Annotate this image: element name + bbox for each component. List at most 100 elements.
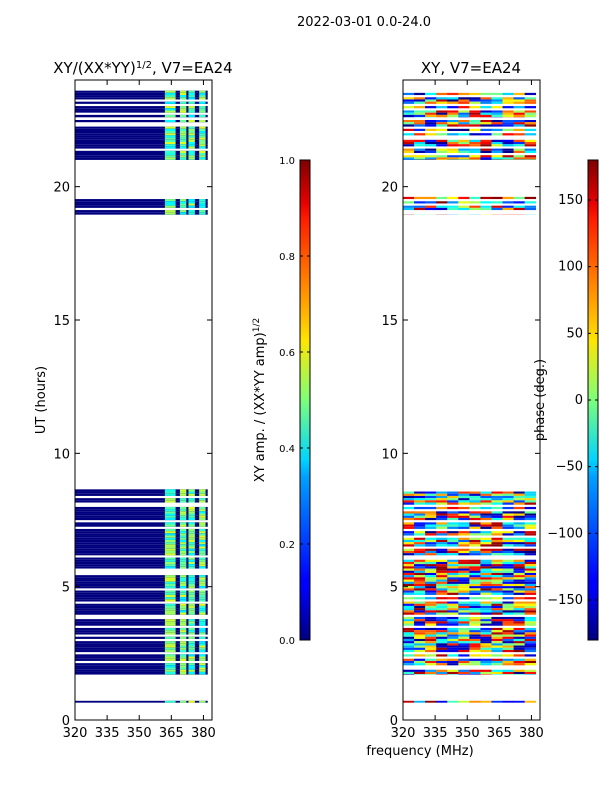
heatmap-cell xyxy=(188,210,195,213)
heatmap-cell xyxy=(425,110,437,113)
heatmap-row xyxy=(75,546,208,549)
axes-frame xyxy=(402,79,541,721)
heatmap-cell xyxy=(480,592,492,595)
heatmap-cell xyxy=(524,608,537,611)
heatmap-cell xyxy=(414,658,426,661)
data-band xyxy=(403,491,537,675)
heatmap-cell xyxy=(164,557,176,560)
heatmap-cell xyxy=(188,144,195,147)
heatmap-cell xyxy=(179,627,187,631)
heatmap-cell xyxy=(480,632,492,635)
heatmap-row xyxy=(75,144,208,147)
heatmap-cell xyxy=(403,700,415,703)
heatmap-row xyxy=(75,608,208,611)
heatmap-cell xyxy=(199,649,206,653)
heatmap-cell xyxy=(469,590,481,593)
heatmap-cell xyxy=(502,658,514,661)
heatmap-cell xyxy=(425,577,437,580)
heatmap-cell xyxy=(199,212,206,215)
heatmap-cell xyxy=(414,634,426,637)
heatmap-cell xyxy=(436,106,448,109)
heatmap-cell xyxy=(425,537,437,540)
heatmap-cell xyxy=(403,150,415,153)
heatmap-cell xyxy=(447,592,459,595)
heatmap-cell xyxy=(480,586,492,589)
heatmap-cell xyxy=(480,498,492,501)
heatmap-cell xyxy=(436,207,448,211)
y-tick-label: 20 xyxy=(381,181,398,196)
heatmap-cell xyxy=(524,133,537,136)
heatmap-cell xyxy=(513,128,525,131)
heatmap-cell xyxy=(403,559,415,562)
heatmap-cell xyxy=(164,203,176,206)
heatmap-cell xyxy=(458,566,470,569)
heatmap-cell xyxy=(403,663,415,666)
heatmap-cell xyxy=(469,612,481,615)
heatmap-cell xyxy=(447,157,459,160)
heatmap-cell xyxy=(414,97,426,100)
heatmap-cell xyxy=(491,566,503,569)
heatmap-cell xyxy=(414,564,426,567)
heatmap-cell xyxy=(199,667,206,670)
heatmap-cell xyxy=(425,597,437,600)
heatmap-cell xyxy=(414,561,426,565)
heatmap-cell xyxy=(188,557,195,560)
heatmap-cell xyxy=(524,616,537,620)
heatmap-cell xyxy=(447,542,459,545)
heatmap-cell xyxy=(199,131,206,134)
heatmap-cell xyxy=(199,533,206,536)
heatmap-cell xyxy=(458,114,470,118)
heatmap-cell xyxy=(513,564,525,567)
heatmap-cell xyxy=(164,583,176,587)
heatmap-cell xyxy=(425,533,437,536)
heatmap-cell xyxy=(436,636,448,639)
heatmap-cell xyxy=(491,524,503,527)
heatmap-cell xyxy=(164,643,176,646)
heatmap-cell xyxy=(513,663,525,666)
heatmap-cell xyxy=(469,583,481,587)
colorbar-tick-label: 0.4 xyxy=(279,444,295,455)
heatmap-row xyxy=(75,619,208,622)
heatmap-cell xyxy=(524,139,537,142)
heatmap-cell xyxy=(188,597,195,600)
amplitude-colorbar: XY amp. / (XX*YY amp)1/2 0.00.20.40.60.8… xyxy=(252,156,311,647)
heatmap-cell xyxy=(164,542,176,545)
heatmap-cell xyxy=(458,491,470,494)
heatmap-row xyxy=(75,643,208,646)
heatmap-cell xyxy=(513,120,525,123)
data-band xyxy=(75,120,208,160)
heatmap-cell xyxy=(188,108,195,111)
heatmap-cell xyxy=(502,586,514,589)
heatmap-cell xyxy=(480,106,492,109)
heatmap-cell xyxy=(188,610,195,613)
heatmap-cell xyxy=(491,643,503,646)
heatmap-cell xyxy=(164,137,176,140)
y-tick-label: 15 xyxy=(381,314,398,329)
heatmap-cell xyxy=(436,142,448,145)
heatmap-cell xyxy=(524,524,537,527)
heatmap-cell xyxy=(447,539,459,543)
heatmap-cell xyxy=(502,553,514,556)
colorbar-tick-label: −100 xyxy=(547,526,583,541)
heatmap-cell xyxy=(458,110,470,113)
heatmap-cell xyxy=(436,110,448,113)
heatmap-cell xyxy=(425,539,437,543)
heatmap-cell xyxy=(436,101,448,104)
heatmap-cell xyxy=(458,647,470,650)
heatmap-cell xyxy=(480,674,492,675)
heatmap-cell xyxy=(436,570,448,573)
heatmap-cell xyxy=(425,526,437,529)
heatmap-cell xyxy=(199,537,206,540)
heatmap-cell xyxy=(425,553,437,556)
heatmap-cell xyxy=(425,491,437,494)
heatmap-cell xyxy=(502,647,514,650)
heatmap-row xyxy=(75,658,208,661)
heatmap-cell xyxy=(513,700,525,703)
heatmap-cell xyxy=(491,649,503,653)
heatmap-cell xyxy=(513,649,525,653)
heatmap-cell xyxy=(199,592,206,595)
heatmap-cell xyxy=(447,498,459,501)
heatmap-cell xyxy=(513,610,525,613)
heatmap-cell xyxy=(458,139,470,142)
heatmap-cell xyxy=(491,139,503,142)
